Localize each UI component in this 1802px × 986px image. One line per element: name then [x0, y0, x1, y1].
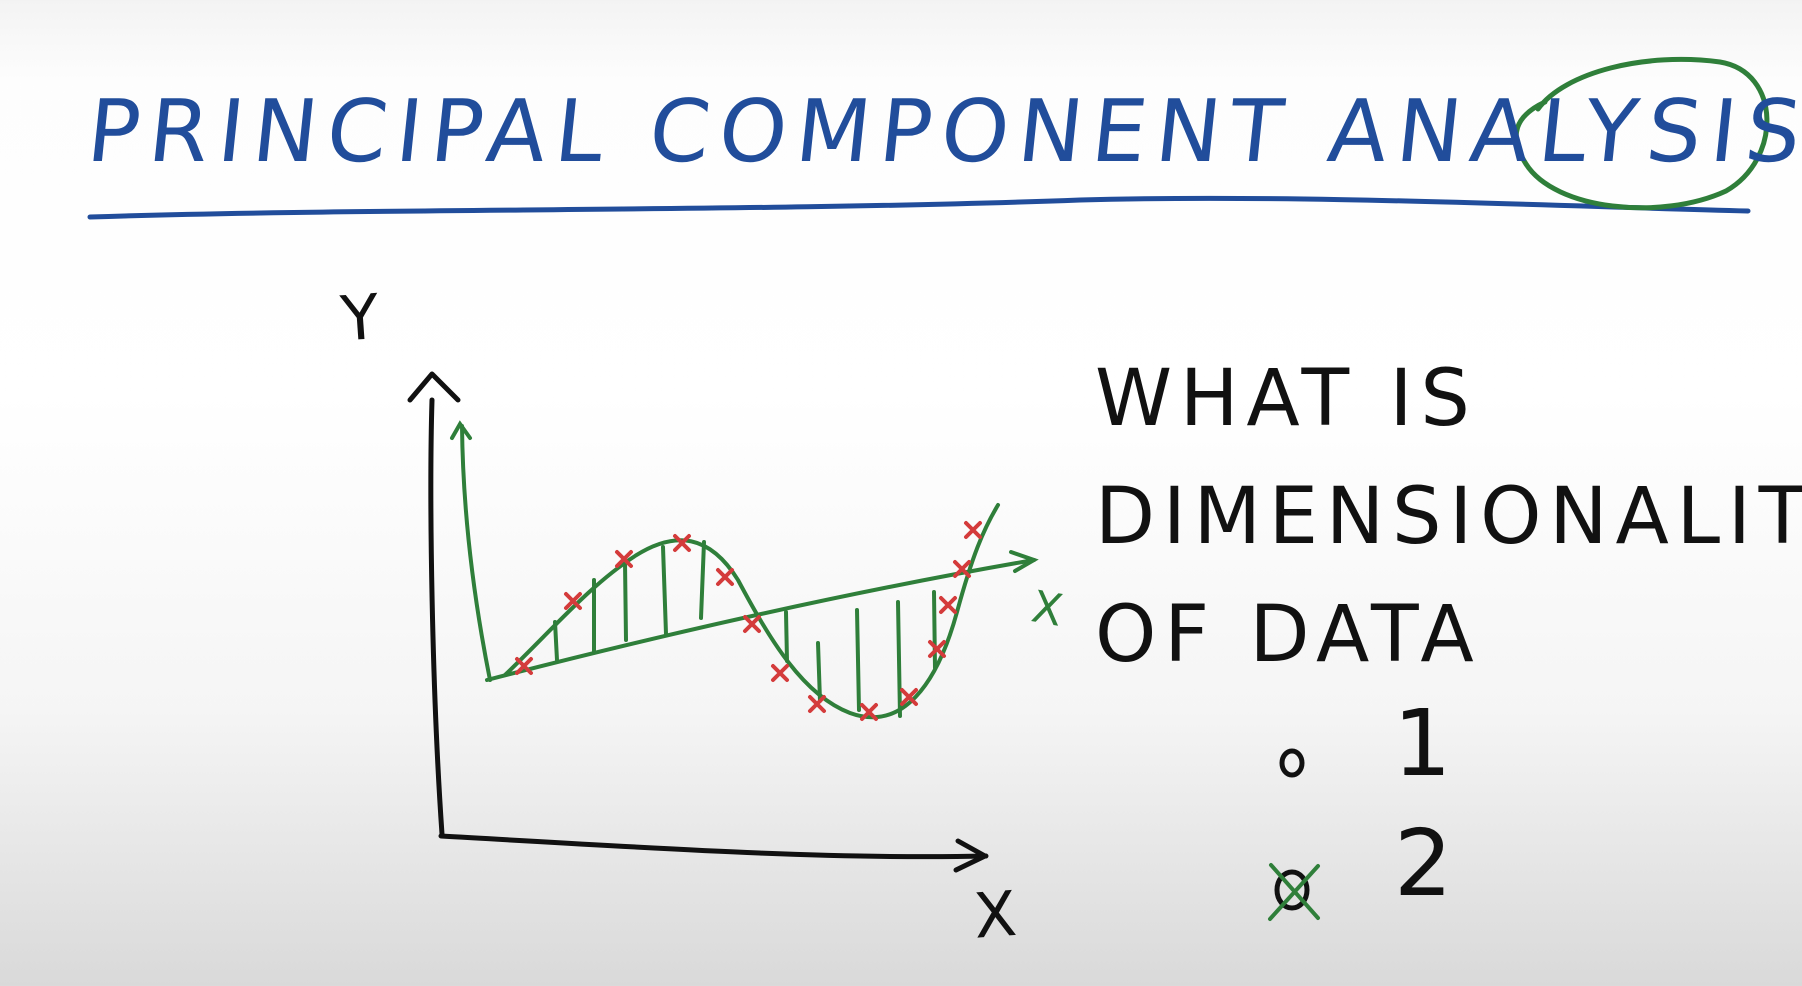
option-label-2: 2 [1394, 810, 1464, 917]
y-axis-line [428, 397, 445, 837]
page-title: PRINCIPAL COMPONENT ANALYSIS - PCA [82, 82, 1802, 182]
option-bullet-1 [1279, 748, 1305, 778]
data-point [615, 550, 633, 568]
option-check-mark-2 [1268, 863, 1320, 921]
data-point [808, 695, 826, 713]
data-point [564, 592, 582, 610]
data-point [515, 657, 533, 675]
data-point [964, 521, 982, 539]
data-curve [503, 503, 1000, 720]
title-underline [87, 195, 1751, 220]
data-point [716, 568, 734, 586]
data-point [953, 560, 971, 578]
axis-y-label: Y [338, 279, 389, 356]
data-point [900, 688, 918, 706]
option-bullet-2 [1274, 869, 1310, 911]
x-axis-line [438, 833, 989, 860]
data-point [928, 640, 946, 658]
principal-axis-line [485, 558, 1036, 682]
option-label-1: 1 [1393, 690, 1463, 797]
pc-vertical-axis [460, 424, 492, 682]
axis-x-label: X [971, 876, 1027, 953]
question-line-2: DIMENSIONALITY [1095, 472, 1802, 562]
projection-lines [553, 540, 937, 718]
principal-axis-label: X [1027, 581, 1072, 638]
x-axis-arrow [953, 838, 988, 873]
data-point [673, 534, 691, 552]
principal-axis-arrow [1009, 550, 1039, 573]
data-point [743, 615, 761, 633]
data-point [771, 664, 789, 682]
data-points [515, 521, 982, 721]
data-point [939, 596, 957, 614]
data-point [860, 703, 878, 721]
question-line-3: OF DATA [1095, 590, 1482, 680]
question-line-1: WHAT IS [1095, 354, 1478, 444]
pc-vertical-arrow [450, 420, 472, 440]
question-block: WHAT IS DIMENSIONALITY OF DATA [1095, 340, 1802, 694]
y-axis-arrow [407, 371, 461, 403]
